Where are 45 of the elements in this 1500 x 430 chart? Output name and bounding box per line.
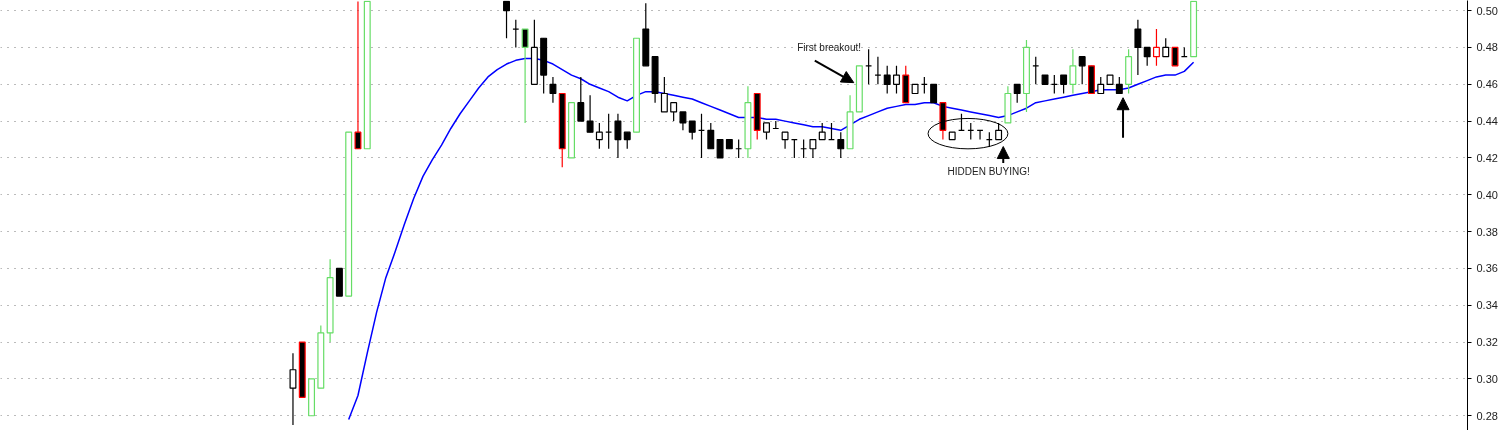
candlestick (586, 94, 594, 133)
candlestick (354, 0, 362, 150)
candlestick (1060, 74, 1068, 95)
candlestick (614, 113, 622, 159)
candlestick (1013, 83, 1021, 104)
candlestick (503, 0, 510, 39)
y-tick-label: 0.48 (1476, 41, 1498, 54)
annotation: First breakout! (797, 42, 862, 54)
candlestick (1162, 37, 1170, 58)
candlestick (688, 120, 696, 141)
y-tick-label: 0.44 (1476, 115, 1498, 128)
y-tick-label: 0.28 (1476, 409, 1498, 422)
candlestick (809, 138, 817, 159)
candlestick (595, 122, 603, 150)
candlestick (837, 131, 845, 159)
candlestick (781, 131, 789, 150)
candlestick (1134, 19, 1142, 76)
candlestick (549, 76, 557, 104)
candlestick (716, 138, 724, 159)
y-tick-label: 0.32 (1476, 336, 1498, 349)
y-tick-label: 0.46 (1476, 78, 1498, 91)
candlestick (1171, 46, 1179, 67)
candlestick (707, 122, 715, 150)
annotation: HIDDEN BUYING! (947, 166, 1030, 178)
candlestick (1152, 28, 1160, 67)
y-tick-label: 0.42 (1476, 151, 1498, 164)
y-tick-label: 0.40 (1476, 188, 1498, 201)
y-tick-label: 0.36 (1476, 262, 1498, 275)
candlestick (930, 83, 938, 104)
y-tick-label: 0.50 (1476, 4, 1498, 17)
candlestick (289, 352, 297, 426)
line-series (347, 57, 1195, 421)
y-tick-label: 0.38 (1476, 225, 1498, 238)
y-tick-label: 0.30 (1476, 372, 1498, 385)
candlestick (679, 111, 687, 131)
candlestick (1143, 46, 1151, 67)
candlestick (1078, 56, 1086, 85)
candlestick (660, 76, 668, 113)
candlestick (883, 65, 891, 95)
candlestick (893, 65, 900, 95)
candlestick (670, 102, 678, 122)
candlestick (577, 76, 585, 122)
candlestick (1069, 48, 1077, 95)
candlestick (521, 28, 529, 124)
y-tick-label: 0.34 (1476, 299, 1498, 312)
